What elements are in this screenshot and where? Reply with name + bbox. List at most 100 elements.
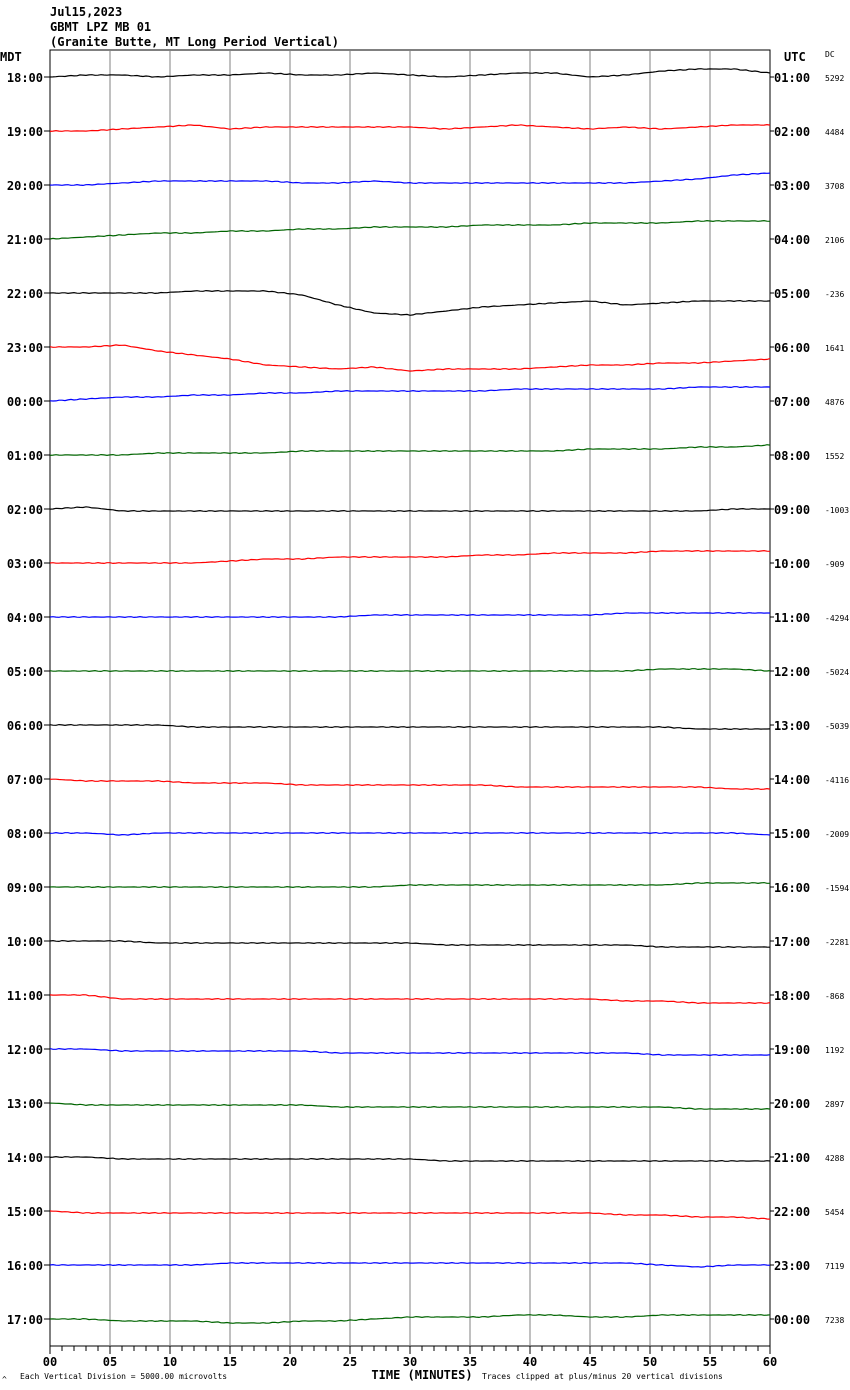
row-label-local: 03:00: [7, 557, 43, 571]
row-label-local: 21:00: [7, 233, 43, 247]
trace-line: [49, 506, 770, 513]
row-label-local: 09:00: [7, 881, 43, 895]
row-label-local: 07:00: [7, 773, 43, 787]
row-label-local: 13:00: [7, 1097, 43, 1111]
row-dc-value: -2009: [825, 830, 849, 839]
row-label-utc: 14:00: [774, 773, 810, 787]
x-tick-label: 50: [643, 1355, 657, 1369]
row-label-utc: 19:00: [774, 1043, 810, 1057]
row-label-utc: 18:00: [774, 989, 810, 1003]
row-label-utc: 03:00: [774, 179, 810, 193]
trace-line: [49, 1261, 771, 1268]
row-dc-value: 5292: [825, 74, 844, 83]
row-dc-value: -1594: [825, 884, 849, 893]
row-label-utc: 22:00: [774, 1205, 810, 1219]
row-label-local: 11:00: [7, 989, 43, 1003]
x-tick-label: 40: [523, 1355, 537, 1369]
row-label-utc: 00:00: [774, 1313, 810, 1327]
row-label-utc: 01:00: [774, 71, 810, 85]
header-date: Jul15,2023: [50, 5, 122, 19]
x-axis: 00 05 10 15 20 25 30 35 40 45 50 55 60: [43, 1346, 777, 1369]
row-label-local: 15:00: [7, 1205, 43, 1219]
row-label-local: 04:00: [7, 611, 43, 625]
header-location: (Granite Butte, MT Long Period Vertical): [50, 35, 339, 49]
row-label-utc: 23:00: [774, 1259, 810, 1273]
trace-line: [49, 1102, 771, 1111]
x-tick-label: 55: [703, 1355, 717, 1369]
row-label-local: 01:00: [7, 449, 43, 463]
row-label-local: 19:00: [7, 125, 43, 139]
x-tick-label: 45: [583, 1355, 597, 1369]
x-tick-label: 35: [463, 1355, 477, 1369]
row-label-utc: 13:00: [774, 719, 810, 733]
row-dc-value: 1192: [825, 1046, 844, 1055]
trace-line: [49, 1155, 771, 1163]
trace-line: [49, 68, 771, 78]
x-tick-label: 00: [43, 1355, 57, 1369]
corner-mark: ^: [2, 1375, 7, 1384]
row-dc-value: 1552: [825, 452, 844, 461]
clip-note: Traces clipped at plus/minus 20 vertical…: [482, 1372, 723, 1381]
row-dc-value: 2106: [825, 236, 844, 245]
row-label-local: 10:00: [7, 935, 43, 949]
row-dc-value: 7238: [825, 1316, 844, 1325]
row-label-utc: 04:00: [774, 233, 810, 247]
x-tick-label: 30: [403, 1355, 417, 1369]
row-label-utc: 17:00: [774, 935, 810, 949]
row-label-local: 23:00: [7, 341, 43, 355]
x-tick-label: 15: [223, 1355, 237, 1369]
x-tick-label: 05: [103, 1355, 117, 1369]
trace-line: [49, 667, 771, 673]
trace-line: [49, 219, 771, 240]
row-label-local: 16:00: [7, 1259, 43, 1273]
row-dc-value: -2281: [825, 938, 849, 947]
trace-line: [49, 1210, 771, 1220]
row-dc-value: -909: [825, 560, 844, 569]
grid-lines: [109, 50, 711, 1346]
row-dc-value: 7119: [825, 1262, 844, 1271]
row-label-utc: 05:00: [774, 287, 810, 301]
trace-line: [49, 723, 771, 731]
trace-line: [49, 881, 770, 889]
row-label-utc: 10:00: [774, 557, 810, 571]
row-dc-value: 2897: [825, 1100, 844, 1109]
trace-line: [49, 123, 771, 132]
trace-line: [49, 994, 771, 1005]
row-label-local: 20:00: [7, 179, 43, 193]
row-label-local: 00:00: [7, 395, 43, 409]
trace-line: [49, 778, 771, 791]
row-dc-value: -868: [825, 992, 844, 1001]
row-dc-value: -4294: [825, 614, 849, 623]
row-label-utc: 15:00: [774, 827, 810, 841]
row-label-utc: 09:00: [774, 503, 810, 517]
trace-line: [49, 831, 771, 836]
right-axis-label: UTC: [784, 50, 806, 64]
row-label-utc: 21:00: [774, 1151, 810, 1165]
row-label-utc: 07:00: [774, 395, 810, 409]
traces: [49, 68, 771, 1324]
row-dc-value: 4876: [825, 398, 844, 407]
row-label-utc: 20:00: [774, 1097, 810, 1111]
row-label-local: 14:00: [7, 1151, 43, 1165]
row-dc-value: 1641: [825, 344, 844, 353]
row-dc-value: -236: [825, 290, 844, 299]
row-dc-value: 5454: [825, 1208, 844, 1217]
trace-line: [49, 549, 771, 565]
row-dc-value: 3708: [825, 182, 844, 191]
row-labels: 18:00 01:00 5292 19:00 02:00 4484 20:00 03:00 37…: [7, 71, 849, 1327]
dc-label: DC: [825, 50, 835, 59]
row-label-local: 18:00: [7, 71, 43, 85]
row-label-local: 08:00: [7, 827, 43, 841]
row-dc-value: 4484: [825, 128, 844, 137]
row-dc-value: -4116: [825, 776, 849, 785]
x-tick-label: 25: [343, 1355, 357, 1369]
row-label-utc: 06:00: [774, 341, 810, 355]
trace-line: [49, 289, 771, 316]
row-label-local: 02:00: [7, 503, 43, 517]
row-label-utc: 02:00: [774, 125, 810, 139]
trace-line: [49, 939, 771, 949]
row-label-local: 05:00: [7, 665, 43, 679]
row-label-utc: 12:00: [774, 665, 810, 679]
trace-line: [49, 444, 771, 457]
